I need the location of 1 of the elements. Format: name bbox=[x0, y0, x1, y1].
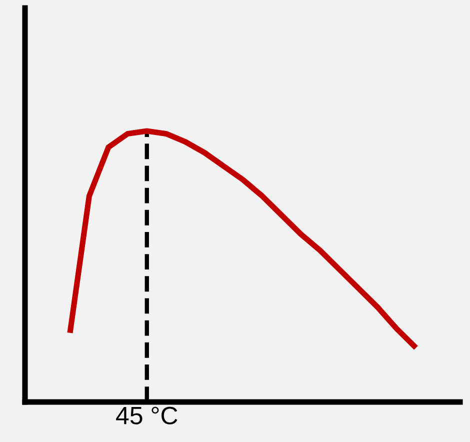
text: 45 °C bbox=[116, 406, 178, 424]
